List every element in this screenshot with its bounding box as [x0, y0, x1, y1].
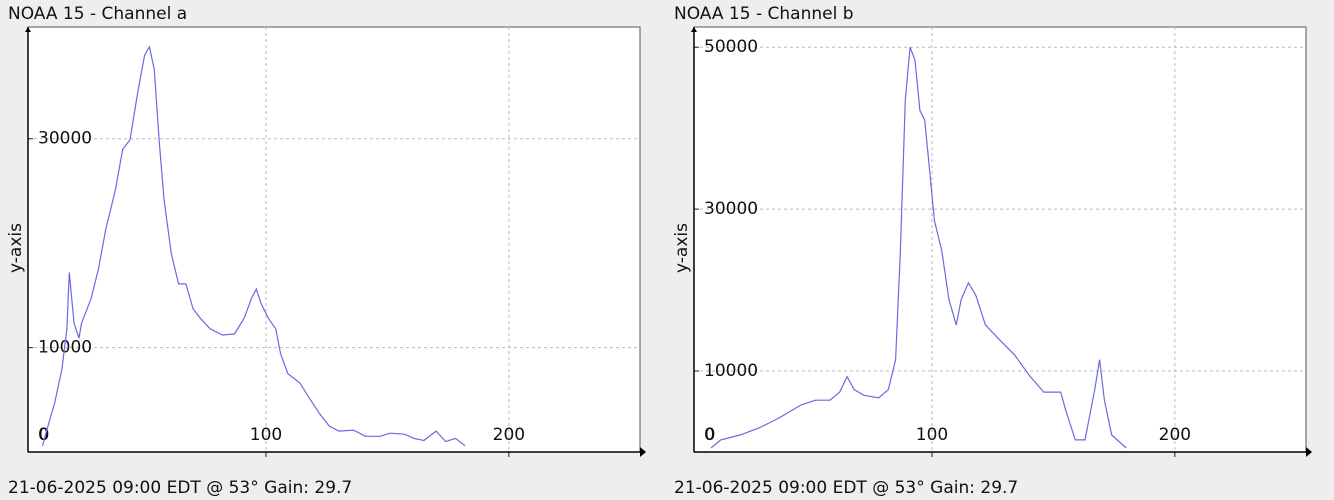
y-axis-arrow: [691, 27, 697, 32]
y-tick-label: 0: [38, 425, 49, 445]
x-tick-label: 100: [916, 425, 948, 445]
y-tick-label: 50000: [704, 37, 758, 57]
plot-area: [693, 26, 1307, 453]
caption: 21-06-2025 09:00 EDT @ 53° Gain: 29.7: [674, 478, 1018, 498]
x-tick-label: 0: [705, 425, 716, 445]
x-tick-label: 0: [39, 425, 50, 445]
y-axis-label: y-axis: [672, 223, 692, 273]
y-axis-label: y-axis: [6, 223, 26, 273]
x-tick-label: 200: [1159, 425, 1191, 445]
chart-title: NOAA 15 - Channel a: [8, 4, 187, 24]
x-tick-label: 200: [493, 425, 525, 445]
y-tick-label: 10000: [704, 361, 758, 381]
plot-area: [27, 26, 641, 453]
y-tick-label: 0: [704, 425, 715, 445]
chart-panel: NOAA 15 - Channel b 21-06-2025 09:00 EDT …: [672, 4, 1312, 498]
chart-title: NOAA 15 - Channel b: [674, 4, 854, 24]
caption: 21-06-2025 09:00 EDT @ 53° Gain: 29.7: [8, 478, 352, 498]
data-line: [710, 46, 1127, 449]
x-tick-label: 100: [250, 425, 282, 445]
data-line: [42, 45, 466, 447]
x-axis-arrow: [1306, 447, 1312, 457]
y-tick-label: 30000: [38, 129, 92, 149]
chart-panel: NOAA 15 - Channel a 21-06-2025 09:00 EDT …: [6, 4, 646, 498]
y-axis-arrow: [25, 27, 31, 32]
y-tick-label: 30000: [704, 199, 758, 219]
x-axis-arrow: [640, 447, 646, 457]
